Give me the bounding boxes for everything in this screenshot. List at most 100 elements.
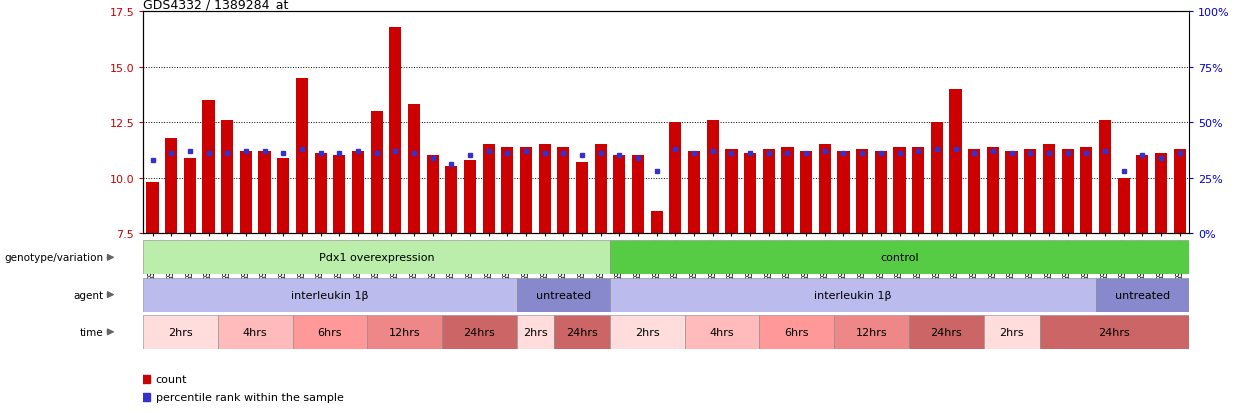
Bar <box>1174 150 1185 233</box>
Bar <box>315 154 326 233</box>
Bar <box>143 315 218 349</box>
Bar <box>987 147 998 233</box>
Bar <box>1043 145 1055 233</box>
Bar <box>894 147 905 233</box>
Bar <box>707 121 718 233</box>
Bar <box>367 315 442 349</box>
Bar <box>1155 154 1167 233</box>
Bar <box>726 150 737 233</box>
Text: 6hrs: 6hrs <box>317 327 342 337</box>
Bar <box>1025 150 1036 233</box>
Bar <box>950 90 961 233</box>
Bar <box>517 315 554 349</box>
Bar <box>259 152 270 233</box>
Bar <box>390 28 401 233</box>
Bar <box>838 152 849 233</box>
Bar <box>296 78 308 233</box>
Bar <box>610 315 685 349</box>
Text: interleukin 1β: interleukin 1β <box>814 290 891 300</box>
Bar <box>143 278 517 312</box>
Bar <box>610 278 1096 312</box>
Bar <box>334 156 345 233</box>
Text: 24hrs: 24hrs <box>463 327 496 337</box>
Bar <box>442 315 517 349</box>
Text: genotype/variation: genotype/variation <box>4 253 103 263</box>
Text: 2hrs: 2hrs <box>635 327 660 337</box>
Bar <box>801 152 812 233</box>
Text: 6hrs: 6hrs <box>784 327 809 337</box>
Bar <box>520 147 532 233</box>
Bar <box>1006 152 1017 233</box>
Bar <box>240 152 251 233</box>
Bar <box>371 112 382 233</box>
Text: Pdx1 overexpression: Pdx1 overexpression <box>319 253 435 263</box>
Bar <box>670 123 681 233</box>
Text: untreated: untreated <box>535 290 591 300</box>
Bar <box>184 158 195 233</box>
Text: 24hrs: 24hrs <box>930 327 962 337</box>
Bar <box>576 163 588 233</box>
Bar <box>483 145 494 233</box>
Bar <box>913 147 924 233</box>
Bar <box>408 105 420 233</box>
Text: 12hrs: 12hrs <box>855 327 888 337</box>
Bar <box>222 121 233 233</box>
Bar <box>969 150 980 233</box>
Bar <box>464 160 476 233</box>
Bar <box>834 315 909 349</box>
Bar <box>632 156 644 233</box>
Text: time: time <box>80 327 103 337</box>
Bar <box>651 211 662 233</box>
Text: untreated: untreated <box>1114 290 1170 300</box>
Bar <box>763 150 774 233</box>
Bar <box>819 145 830 233</box>
Bar <box>688 152 700 233</box>
Text: 4hrs: 4hrs <box>710 327 735 337</box>
Bar <box>558 147 569 233</box>
Bar <box>143 241 610 275</box>
Text: control: control <box>880 253 919 263</box>
Bar <box>875 152 886 233</box>
Text: GDS4332 / 1389284_at: GDS4332 / 1389284_at <box>143 0 289 11</box>
Bar <box>745 154 756 233</box>
Bar <box>352 152 364 233</box>
Text: count: count <box>156 374 187 384</box>
Bar <box>502 147 513 233</box>
Bar <box>782 147 793 233</box>
Text: 12hrs: 12hrs <box>388 327 421 337</box>
Bar <box>1096 278 1189 312</box>
Text: 2hrs: 2hrs <box>523 327 548 337</box>
Bar <box>166 138 177 233</box>
Bar <box>595 145 606 233</box>
Bar <box>1099 121 1111 233</box>
Text: 24hrs: 24hrs <box>566 327 598 337</box>
Bar <box>539 145 550 233</box>
Text: agent: agent <box>73 290 103 300</box>
Text: 2hrs: 2hrs <box>168 327 193 337</box>
Bar <box>203 101 214 233</box>
Bar <box>984 315 1040 349</box>
Bar <box>857 150 868 233</box>
Bar <box>517 278 610 312</box>
Bar <box>1040 315 1189 349</box>
Bar <box>759 315 834 349</box>
Bar <box>1137 156 1148 233</box>
Bar <box>554 315 610 349</box>
Bar <box>293 315 367 349</box>
Bar <box>278 158 289 233</box>
Text: 2hrs: 2hrs <box>1000 327 1023 337</box>
Bar <box>685 315 759 349</box>
Bar <box>1081 147 1092 233</box>
Bar <box>931 123 942 233</box>
Bar <box>147 183 158 233</box>
Bar <box>1062 150 1073 233</box>
Bar <box>218 315 293 349</box>
Bar <box>614 156 625 233</box>
Bar <box>1118 178 1129 233</box>
Bar <box>610 241 1189 275</box>
Text: percentile rank within the sample: percentile rank within the sample <box>156 392 344 402</box>
Bar <box>427 156 438 233</box>
Bar <box>446 167 457 233</box>
Text: 4hrs: 4hrs <box>243 327 268 337</box>
Text: 24hrs: 24hrs <box>1098 327 1130 337</box>
